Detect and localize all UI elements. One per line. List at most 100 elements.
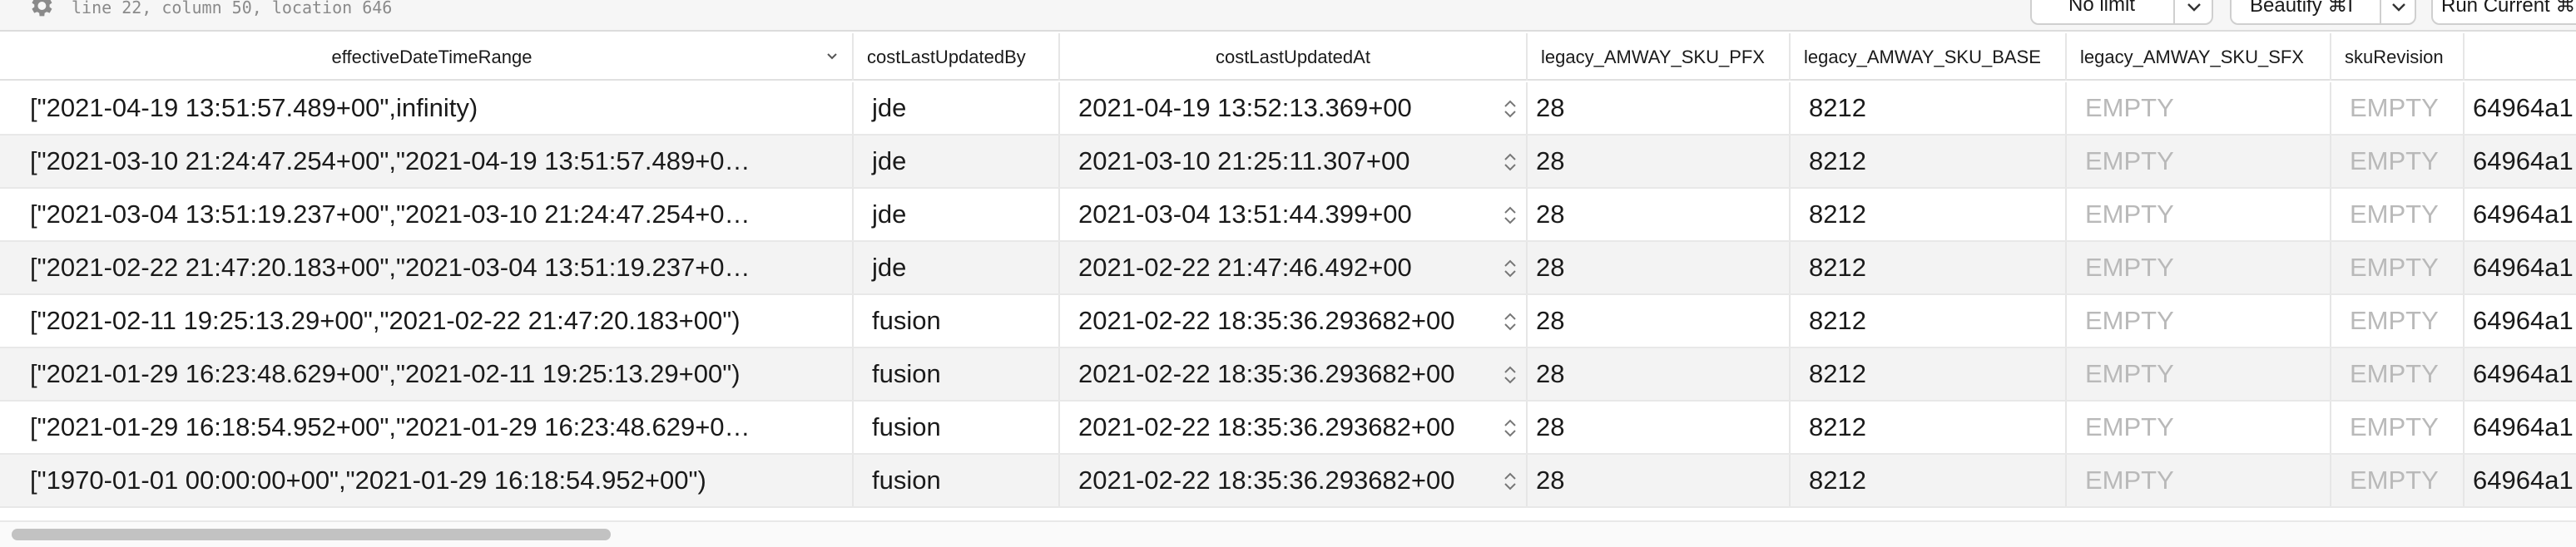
cell-costLastUpdatedBy[interactable]: fusion xyxy=(854,348,1060,400)
cursor-position-info: line 22, column 50, location 646 xyxy=(72,0,393,17)
cell-legacy-sfx[interactable]: EMPTY xyxy=(2067,295,2331,347)
cell-legacy-sfx[interactable]: EMPTY xyxy=(2067,82,2331,134)
cell-skuRevision[interactable]: EMPTY xyxy=(2331,295,2465,347)
column-header-legacy-sfx[interactable]: legacy_AMWAY_SKU_SFX xyxy=(2067,33,2331,81)
cell-skuRevision[interactable]: EMPTY xyxy=(2331,136,2465,187)
cell-next[interactable]: 64964a1 xyxy=(2473,359,2574,388)
column-header-label: costLastUpdatedAt xyxy=(1216,47,1370,67)
cell-legacy-sfx[interactable]: EMPTY xyxy=(2067,455,2331,506)
cell-legacy-sfx[interactable]: EMPTY xyxy=(2067,136,2331,187)
chevron-down-icon[interactable] xyxy=(2390,0,2408,17)
cell-costLastUpdatedBy[interactable]: jde xyxy=(854,136,1060,187)
cell-next[interactable]: 64964a1 xyxy=(2473,253,2574,282)
cell-skuRevision[interactable]: EMPTY xyxy=(2331,348,2465,400)
cell-legacy-base[interactable]: 8212 xyxy=(1791,295,2067,347)
stepper-arrows-icon[interactable] xyxy=(1503,98,1518,120)
cell-costLastUpdatedBy[interactable]: jde xyxy=(854,242,1060,293)
cell-legacy-pfx[interactable]: 28 xyxy=(1528,242,1791,293)
cell-effectiveDateTimeRange[interactable]: ["2021-04-19 13:51:57.489+00",infinity) xyxy=(12,82,854,134)
cell-next[interactable]: 64964a1 xyxy=(2473,412,2574,441)
cell-costLastUpdatedAt[interactable]: 2021-03-04 13:51:44.399+00 xyxy=(1060,189,1528,240)
cell-effectiveDateTimeRange[interactable]: ["2021-01-29 16:18:54.952+00","2021-01-2… xyxy=(12,402,854,453)
cell-legacy-base[interactable]: 8212 xyxy=(1791,82,2067,134)
cell-effectiveDateTimeRange[interactable]: ["2021-03-04 13:51:19.237+00","2021-03-1… xyxy=(12,189,854,240)
stepper-arrows-icon[interactable] xyxy=(1503,417,1518,439)
cell-next[interactable]: 64964a1 xyxy=(2473,200,2574,229)
cell-skuRevision[interactable]: EMPTY xyxy=(2331,242,2465,293)
cell-legacy-pfx[interactable]: 28 xyxy=(1528,136,1791,187)
chevron-down-icon[interactable] xyxy=(2185,0,2203,17)
cell-skuRevision[interactable]: EMPTY xyxy=(2331,455,2465,506)
stepper-arrows-icon[interactable] xyxy=(1503,311,1518,333)
cell-next[interactable]: 64964a1 xyxy=(2473,146,2574,175)
cell-costLastUpdatedAt[interactable]: 2021-02-22 18:35:36.293682+00 xyxy=(1060,348,1528,400)
cell-next[interactable]: 64964a1 xyxy=(2473,93,2574,122)
gear-icon[interactable] xyxy=(27,0,55,20)
stepper-arrows-icon[interactable] xyxy=(1503,258,1518,279)
cell-legacy-pfx[interactable]: 28 xyxy=(1528,455,1791,506)
table-row[interactable]: ["2021-03-10 21:24:47.254+00","2021-04-1… xyxy=(0,136,2576,189)
row-limit-select[interactable]: No limit xyxy=(2030,0,2213,25)
cell-effectiveDateTimeRange[interactable]: ["2021-02-22 21:47:20.183+00","2021-03-0… xyxy=(12,242,854,293)
cell-legacy-pfx[interactable]: 28 xyxy=(1528,348,1791,400)
sort-chevron-icon[interactable] xyxy=(825,50,839,63)
cell-legacy-sfx[interactable]: EMPTY xyxy=(2067,348,2331,400)
cell-effectiveDateTimeRange[interactable]: ["1970-01-01 00:00:00+00","2021-01-29 16… xyxy=(12,455,854,506)
cell-effectiveDateTimeRange[interactable]: ["2021-01-29 16:23:48.629+00","2021-02-1… xyxy=(12,348,854,400)
cell-effectiveDateTimeRange[interactable]: ["2021-03-10 21:24:47.254+00","2021-04-1… xyxy=(12,136,854,187)
horizontal-scrollbar[interactable] xyxy=(0,520,2576,547)
cell-skuRevision[interactable]: EMPTY xyxy=(2331,82,2465,134)
cell-legacy-base[interactable]: 8212 xyxy=(1791,455,2067,506)
cell-costLastUpdatedAt[interactable]: 2021-02-22 21:47:46.492+00 xyxy=(1060,242,1528,293)
cell-costLastUpdatedAt[interactable]: 2021-02-22 18:35:36.293682+00 xyxy=(1060,295,1528,347)
table-row[interactable]: ["2021-01-29 16:23:48.629+00","2021-02-1… xyxy=(0,348,2576,402)
cell-legacy-pfx[interactable]: 28 xyxy=(1528,82,1791,134)
horizontal-scrollbar-thumb[interactable] xyxy=(12,529,611,540)
cell-skuRevision[interactable]: EMPTY xyxy=(2331,189,2465,240)
cell-legacy-pfx[interactable]: 28 xyxy=(1528,402,1791,453)
stepper-arrows-icon[interactable] xyxy=(1503,471,1518,492)
stepper-arrows-icon[interactable] xyxy=(1503,205,1518,226)
cell-legacy-sfx[interactable]: EMPTY xyxy=(2067,189,2331,240)
run-current-button[interactable]: Run Current ⌘ xyxy=(2431,0,2576,25)
beautify-button[interactable]: Beautify ⌘I xyxy=(2230,0,2416,25)
cell-next[interactable]: 64964a1 xyxy=(2473,306,2574,335)
stepper-arrows-icon[interactable] xyxy=(1503,364,1518,386)
cell-costLastUpdatedBy[interactable]: jde xyxy=(854,189,1060,240)
stepper-arrows-icon[interactable] xyxy=(1503,151,1518,173)
table-row[interactable]: ["2021-04-19 13:51:57.489+00",infinity) j… xyxy=(0,82,2576,136)
table-row[interactable]: ["2021-03-04 13:51:19.237+00","2021-03-1… xyxy=(0,189,2576,242)
cell-legacy-base[interactable]: 8212 xyxy=(1791,189,2067,240)
column-header-next[interactable] xyxy=(2465,33,2576,81)
cell-costLastUpdatedBy[interactable]: fusion xyxy=(854,295,1060,347)
cell-legacy-pfx[interactable]: 28 xyxy=(1528,189,1791,240)
cell-legacy-sfx[interactable]: EMPTY xyxy=(2067,402,2331,453)
cell-legacy-base[interactable]: 8212 xyxy=(1791,136,2067,187)
cell-skuRevision[interactable]: EMPTY xyxy=(2331,402,2465,453)
table-row[interactable]: ["2021-02-11 19:25:13.29+00","2021-02-22… xyxy=(0,295,2576,348)
column-header-legacy-pfx[interactable]: legacy_AMWAY_SKU_PFX xyxy=(1528,33,1791,81)
cell-legacy-sfx[interactable]: EMPTY xyxy=(2067,242,2331,293)
cell-legacy-pfx[interactable]: 28 xyxy=(1528,295,1791,347)
cell-costLastUpdatedAt[interactable]: 2021-02-22 18:35:36.293682+00 xyxy=(1060,455,1528,506)
cell-legacy-base[interactable]: 8212 xyxy=(1791,348,2067,400)
column-header-costLastUpdatedBy[interactable]: costLastUpdatedBy xyxy=(854,33,1060,81)
cell-legacy-base[interactable]: 8212 xyxy=(1791,402,2067,453)
row-limit-label: No limit xyxy=(2068,0,2136,16)
cell-effectiveDateTimeRange[interactable]: ["2021-02-11 19:25:13.29+00","2021-02-22… xyxy=(12,295,854,347)
cell-costLastUpdatedAt[interactable]: 2021-03-10 21:25:11.307+00 xyxy=(1060,136,1528,187)
cell-costLastUpdatedBy[interactable]: fusion xyxy=(854,402,1060,453)
cell-legacy-base[interactable]: 8212 xyxy=(1791,242,2067,293)
column-header-costLastUpdatedAt[interactable]: costLastUpdatedAt xyxy=(1060,33,1528,81)
cell-next[interactable]: 64964a1 xyxy=(2473,466,2574,495)
cell-costLastUpdatedBy[interactable]: jde xyxy=(854,82,1060,134)
column-header-effectiveDateTimeRange[interactable]: effectiveDateTimeRange xyxy=(12,33,854,81)
cell-costLastUpdatedBy[interactable]: fusion xyxy=(854,455,1060,506)
cell-costLastUpdatedAt[interactable]: 2021-04-19 13:52:13.369+00 xyxy=(1060,82,1528,134)
table-row[interactable]: ["1970-01-01 00:00:00+00","2021-01-29 16… xyxy=(0,455,2576,508)
table-row[interactable]: ["2021-02-22 21:47:20.183+00","2021-03-0… xyxy=(0,242,2576,295)
column-header-legacy-base[interactable]: legacy_AMWAY_SKU_BASE xyxy=(1791,33,2067,81)
cell-costLastUpdatedAt[interactable]: 2021-02-22 18:35:36.293682+00 xyxy=(1060,402,1528,453)
table-row[interactable]: ["2021-01-29 16:18:54.952+00","2021-01-2… xyxy=(0,402,2576,455)
column-header-skuRevision[interactable]: skuRevision xyxy=(2331,33,2465,81)
